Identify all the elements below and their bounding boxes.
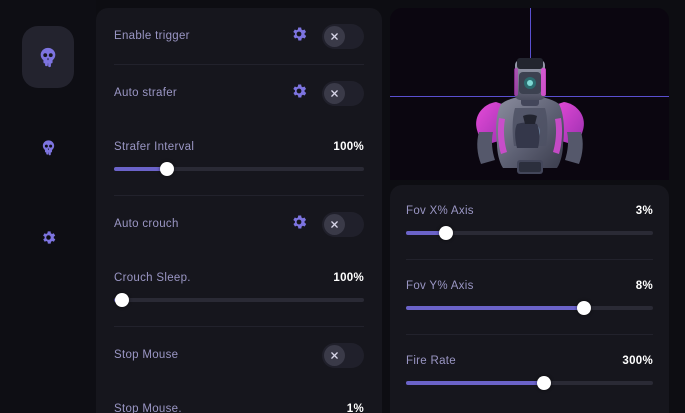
row-auto-strafer: Auto strafer bbox=[114, 65, 364, 121]
row-crouch-sleep: Crouch Sleep. 100% bbox=[114, 252, 364, 326]
row-stop-mouse-slider: Stop Mouse. 1% bbox=[114, 383, 364, 413]
slider-header: Fov Y% Axis 8% bbox=[406, 280, 653, 292]
slider-fill bbox=[406, 305, 584, 310]
slider-track bbox=[114, 297, 364, 302]
slider-knob[interactable] bbox=[537, 375, 552, 390]
slider-track bbox=[406, 230, 653, 235]
slider-header: Crouch Sleep. 100% bbox=[114, 272, 364, 284]
robot-character-icon bbox=[475, 58, 584, 174]
slider-fill bbox=[406, 230, 446, 235]
close-icon bbox=[330, 220, 339, 229]
divider bbox=[114, 64, 364, 65]
row-label: Fov X% Axis bbox=[406, 204, 474, 217]
toggle-switch[interactable] bbox=[322, 80, 364, 106]
row-enable-trigger: Enable trigger bbox=[114, 8, 364, 64]
sidebar-item-skull-primary[interactable] bbox=[22, 26, 74, 88]
row-strafer-interval: Strafer Interval 100% bbox=[114, 121, 364, 195]
crosshair-vertical bbox=[529, 8, 531, 96]
row-label: Crouch Sleep. bbox=[114, 271, 191, 284]
sidebar-item-skull-secondary[interactable] bbox=[22, 116, 74, 178]
row-label: Auto strafer bbox=[114, 87, 178, 99]
right-settings-panel: Fov X% Axis 3% Fov Y% Axis 8% bbox=[390, 185, 669, 413]
slider-knob[interactable] bbox=[576, 300, 591, 315]
left-settings-panel: Enable trigger bbox=[96, 8, 382, 413]
close-icon bbox=[330, 351, 339, 360]
slider-value: 8% bbox=[635, 279, 653, 292]
sidebar-item-settings[interactable] bbox=[22, 206, 74, 268]
slider-value: 100% bbox=[333, 271, 364, 284]
slider-fill bbox=[114, 166, 167, 171]
toggle-knob bbox=[324, 82, 345, 104]
slider-header: Fov X% Axis 3% bbox=[406, 205, 653, 217]
row-label: Strafer Interval bbox=[114, 140, 195, 153]
toggle-switch[interactable] bbox=[322, 342, 364, 368]
row-label: Enable trigger bbox=[114, 30, 190, 42]
skull-icon bbox=[40, 139, 57, 156]
slider-fov-x[interactable] bbox=[406, 225, 653, 240]
toggle-knob bbox=[324, 344, 345, 366]
row-controls bbox=[322, 342, 364, 368]
right-column: Fov X% Axis 3% Fov Y% Axis 8% bbox=[390, 8, 669, 413]
sidebar bbox=[0, 0, 96, 413]
row-auto-crouch: Auto crouch bbox=[114, 196, 364, 252]
slider-header: Strafer Interval 100% bbox=[114, 141, 364, 153]
toggle-switch[interactable] bbox=[322, 211, 364, 237]
row-label: Stop Mouse bbox=[114, 349, 179, 361]
row-controls bbox=[290, 80, 364, 106]
slider-header: Fire Rate 300% bbox=[406, 355, 653, 367]
close-icon bbox=[330, 89, 339, 98]
slider-fire-rate[interactable] bbox=[406, 375, 653, 390]
divider bbox=[406, 259, 653, 260]
gear-icon[interactable] bbox=[290, 213, 308, 236]
slider-knob[interactable] bbox=[438, 225, 453, 240]
toggle-knob bbox=[324, 25, 345, 47]
panels-area: Enable trigger bbox=[96, 0, 685, 413]
slider-header: Stop Mouse. 1% bbox=[114, 403, 364, 413]
row-fov-x-axis: Fov X% Axis 3% bbox=[406, 185, 653, 259]
row-label: Fov Y% Axis bbox=[406, 279, 474, 292]
row-fov-y-axis: Fov Y% Axis 8% bbox=[406, 260, 653, 334]
slider-knob[interactable] bbox=[159, 161, 174, 176]
divider bbox=[114, 326, 364, 327]
slider-knob[interactable] bbox=[114, 292, 129, 307]
slider-strafer-interval[interactable] bbox=[114, 161, 364, 176]
slider-track bbox=[114, 166, 364, 171]
character-preview bbox=[390, 8, 669, 180]
divider bbox=[406, 334, 653, 335]
gear-icon[interactable] bbox=[290, 25, 308, 48]
slider-value: 300% bbox=[622, 354, 653, 367]
row-label: Stop Mouse. bbox=[114, 402, 182, 413]
row-controls bbox=[290, 23, 364, 49]
row-label: Fire Rate bbox=[406, 354, 456, 367]
close-icon bbox=[330, 32, 339, 41]
row-stop-mouse-toggle: Stop Mouse bbox=[114, 327, 364, 383]
gear-icon bbox=[40, 229, 57, 246]
row-label: Auto crouch bbox=[114, 218, 179, 230]
gear-icon[interactable] bbox=[290, 82, 308, 105]
slider-value: 3% bbox=[635, 204, 653, 217]
toggle-knob bbox=[324, 213, 345, 235]
row-controls bbox=[290, 211, 364, 237]
divider bbox=[114, 195, 364, 196]
slider-fill bbox=[406, 380, 545, 385]
slider-value: 100% bbox=[333, 140, 364, 153]
toggle-switch[interactable] bbox=[322, 23, 364, 49]
row-fire-rate: Fire Rate 300% bbox=[406, 335, 653, 409]
skull-icon bbox=[37, 46, 59, 68]
slider-value: 1% bbox=[346, 402, 364, 413]
slider-crouch-sleep[interactable] bbox=[114, 292, 364, 307]
slider-fov-y[interactable] bbox=[406, 300, 653, 315]
